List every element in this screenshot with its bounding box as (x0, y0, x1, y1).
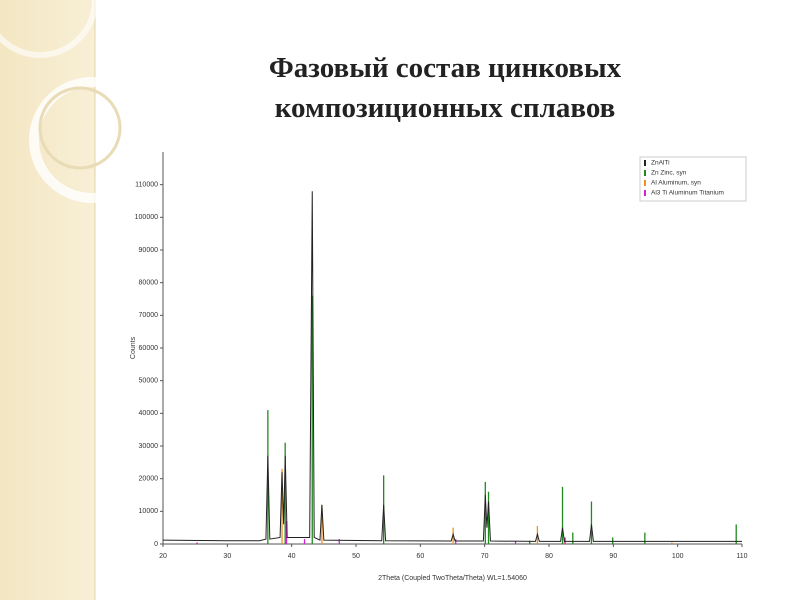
y-tick-label: 80000 (139, 280, 159, 287)
y-tick-label: 100000 (135, 214, 158, 221)
legend-label: Al Aluminum, syn (651, 180, 701, 187)
x-tick-label: 100 (672, 553, 684, 560)
legend-swatch (644, 190, 646, 196)
y-tick-label: 40000 (139, 410, 159, 417)
legend-swatch (644, 180, 646, 186)
x-tick-label: 20 (159, 553, 167, 560)
legend-swatch (644, 170, 646, 176)
decor-circle (38, 86, 122, 170)
x-axis-label: 2Theta (Coupled TwoTheta/Theta) WL=1.540… (378, 575, 527, 582)
y-tick-label: 30000 (139, 443, 159, 450)
x-tick-label: 80 (545, 553, 553, 560)
decor-circle (0, 0, 98, 58)
x-tick-label: 90 (609, 553, 617, 560)
legend-box (639, 156, 747, 202)
legend-label: Al3 Ti Aluminum Titanium (651, 190, 724, 197)
y-tick-label: 20000 (139, 476, 159, 483)
legend-swatch (644, 160, 646, 166)
decor-circle (29, 77, 155, 203)
x-tick-label: 110 (736, 553, 747, 560)
y-axis-label: Counts (130, 336, 137, 359)
pattern-line (162, 191, 742, 542)
legend-label: ZnAlTi (651, 160, 670, 167)
y-tick-label: 60000 (139, 345, 159, 352)
y-tick-label: 10000 (139, 508, 159, 515)
x-tick-label: 40 (288, 553, 296, 560)
x-tick-label: 70 (481, 553, 489, 560)
y-tick-label: 50000 (139, 378, 159, 385)
x-tick-label: 60 (416, 553, 424, 560)
slide-title: Фазовый состав цинковых композиционных с… (268, 52, 622, 124)
y-tick-label: 0 (154, 541, 158, 548)
legend-label: Zn Zinc, syn (651, 170, 687, 177)
y-tick-label: 110000 (135, 182, 158, 189)
x-tick-label: 50 (352, 553, 360, 560)
side-band (0, 0, 95, 600)
y-tick-label: 70000 (139, 312, 159, 319)
y-tick-label: 90000 (139, 247, 159, 254)
x-tick-label: 30 (223, 553, 231, 560)
